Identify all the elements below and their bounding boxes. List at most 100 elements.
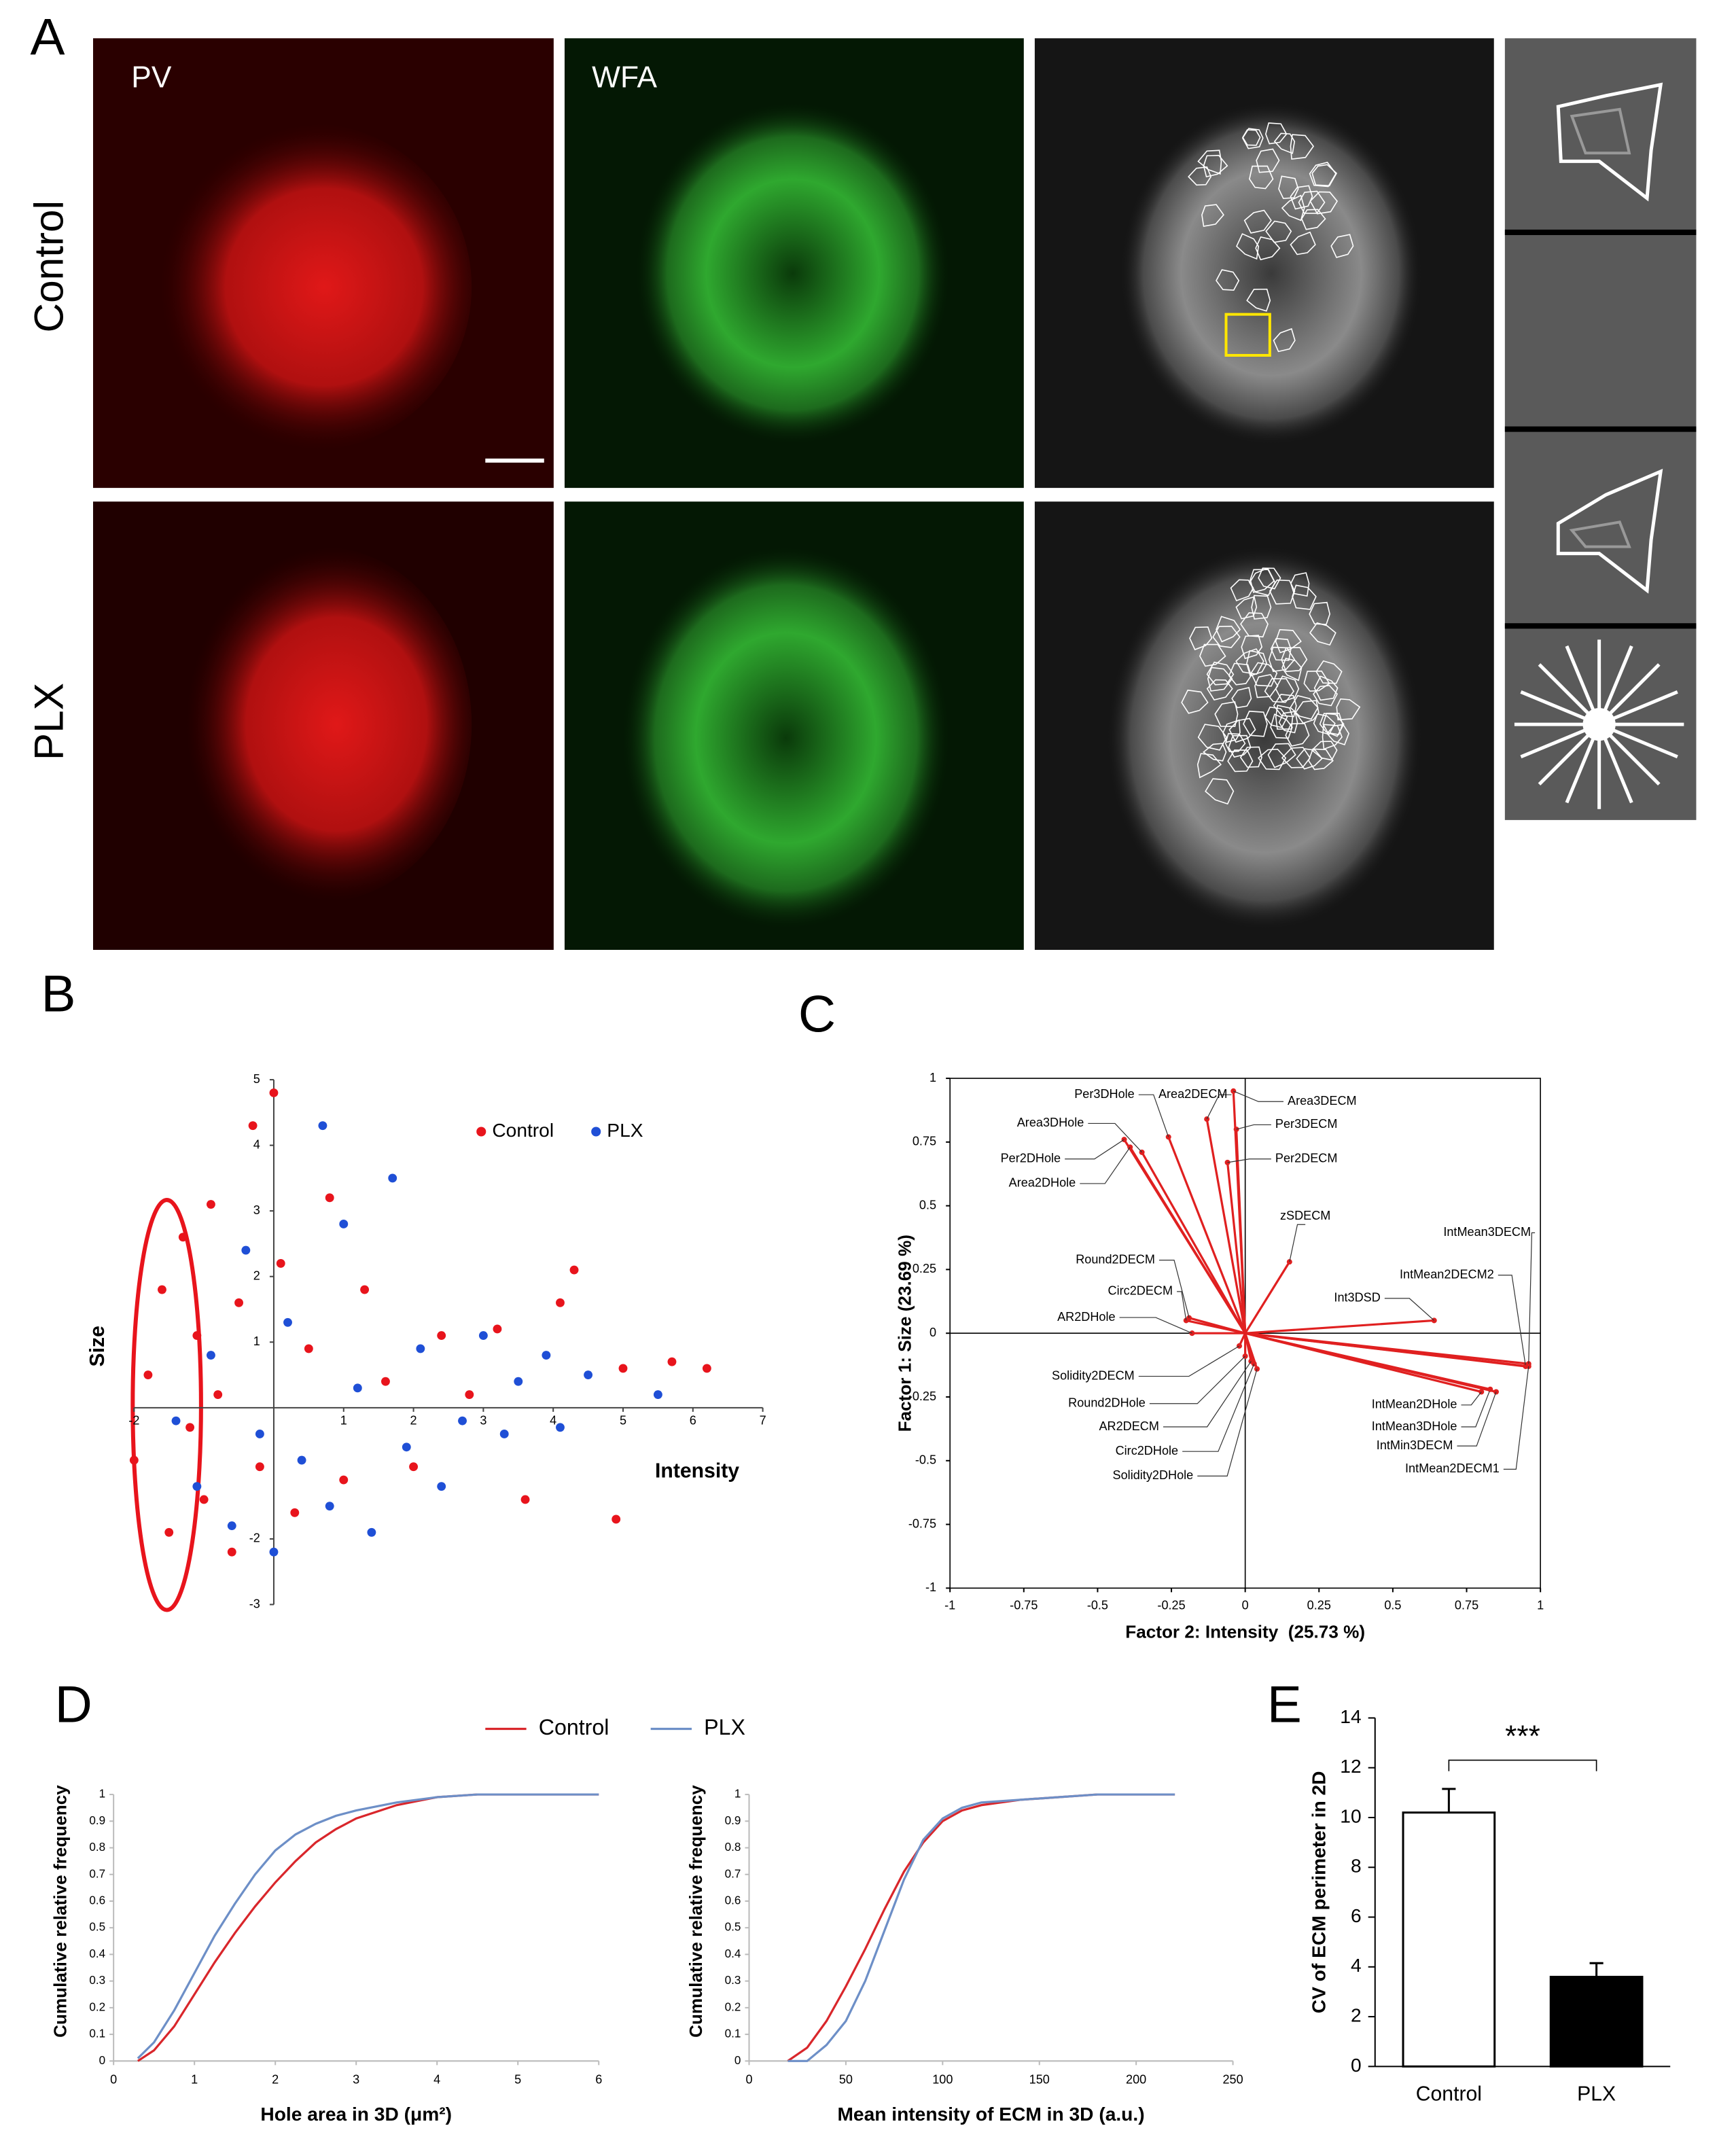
y-tick-label: 0.2 xyxy=(725,2000,741,2013)
x-tick-label: -0.75 xyxy=(1010,1598,1038,1612)
y-tick-label: 0.4 xyxy=(725,1947,741,1960)
panel-letter: A xyxy=(30,9,65,67)
leader-line xyxy=(1503,1366,1529,1470)
hole-outline xyxy=(1570,107,1631,155)
cell-soma xyxy=(143,123,472,451)
x-axis-title: Intensity xyxy=(655,1459,739,1482)
y-axis-title: Size xyxy=(86,1326,109,1366)
vector-label: Per3DECM xyxy=(1275,1117,1338,1131)
hole-outline xyxy=(1275,675,1300,703)
vector-label: Area3DHole xyxy=(1017,1116,1084,1129)
hole-outline xyxy=(1235,596,1258,620)
y-tick-label: 0.1 xyxy=(725,2027,741,2040)
y-tick-label: -1 xyxy=(925,1580,936,1594)
ray xyxy=(1598,690,1678,726)
hole-outline xyxy=(1239,746,1262,768)
hole-outline xyxy=(1212,625,1241,648)
legend-label: PLX xyxy=(607,1120,643,1141)
y-tick-label: 6 xyxy=(1351,1905,1362,1926)
point xyxy=(129,1455,139,1465)
hole-outline xyxy=(1214,701,1239,727)
x-tick-label: 1 xyxy=(1537,1598,1544,1612)
point xyxy=(458,1416,467,1425)
hole-outline xyxy=(1309,162,1336,188)
hole-outline xyxy=(1281,647,1308,673)
cell-net xyxy=(1120,102,1422,444)
hole-outline xyxy=(1308,748,1334,771)
cdf-line xyxy=(137,1793,599,2062)
leader-line xyxy=(1461,1389,1491,1428)
x-tick-label: 5 xyxy=(514,2072,521,2086)
x-tick-label: 2 xyxy=(410,1414,417,1428)
x-tick-label: 4 xyxy=(550,1414,556,1428)
point xyxy=(192,1482,202,1491)
y-axis-title: CV of ECM perimeter in 2D xyxy=(1309,1771,1330,2014)
ray xyxy=(1565,724,1601,804)
vector-label: Per3DHole xyxy=(1074,1087,1135,1101)
leader-line xyxy=(1498,1275,1527,1367)
point xyxy=(556,1298,565,1307)
x-tick-label: -0.5 xyxy=(1087,1598,1108,1612)
vector-label: Area3DECM xyxy=(1288,1094,1357,1108)
x-tick-label: 1 xyxy=(340,1414,347,1428)
bar xyxy=(1549,1975,1644,2068)
y-tick-label: 3 xyxy=(253,1203,260,1217)
x-tick-label: 150 xyxy=(1029,2072,1050,2086)
hole-outline xyxy=(1278,711,1298,734)
hole-outline xyxy=(1216,269,1240,291)
panel-letter: C xyxy=(798,986,836,1044)
vector-label: Area2DHole xyxy=(1009,1176,1076,1190)
point xyxy=(206,1351,215,1360)
leader-line xyxy=(1088,1122,1143,1153)
point xyxy=(241,1245,251,1255)
point xyxy=(325,1193,334,1203)
point xyxy=(465,1390,474,1399)
point xyxy=(499,1430,509,1438)
y-tick-label: 0.8 xyxy=(725,1841,741,1854)
hole-outline xyxy=(1206,679,1233,701)
x-tick-label: -0.25 xyxy=(1157,1598,1185,1612)
vector-label: AR2DHole xyxy=(1057,1310,1115,1324)
cell-net xyxy=(622,546,951,929)
row-label: Control xyxy=(26,200,72,332)
leader-line xyxy=(1461,1392,1482,1406)
point xyxy=(618,1364,628,1373)
hole-outline xyxy=(1273,694,1297,718)
hole-outline xyxy=(1290,134,1315,160)
hole-outline xyxy=(1240,612,1269,638)
x-tick-label: 50 xyxy=(839,2072,853,2086)
point xyxy=(556,1423,565,1432)
point xyxy=(206,1200,215,1209)
x-tick-label: 0 xyxy=(1242,1598,1249,1612)
hole-outline xyxy=(1228,662,1252,686)
hole-outline xyxy=(1270,637,1292,661)
point xyxy=(437,1482,446,1491)
y-tick-label: -0.5 xyxy=(915,1453,936,1467)
vector-label: Solidity2DHole xyxy=(1113,1468,1194,1482)
hole-outline xyxy=(1311,164,1338,187)
vector-label: IntMin3DECM xyxy=(1377,1438,1453,1452)
hole-outline xyxy=(1285,723,1310,747)
legend-marker xyxy=(591,1127,601,1137)
vector-label: AR2DECM xyxy=(1099,1419,1158,1433)
leader-line xyxy=(1163,1361,1252,1428)
hole-outline xyxy=(1270,713,1293,739)
hole-outline xyxy=(1322,712,1343,736)
significance-bracket xyxy=(1448,1759,1597,1771)
panel-letter: D xyxy=(55,1676,92,1734)
point xyxy=(667,1357,677,1366)
point xyxy=(569,1265,579,1275)
hole-outline xyxy=(1206,661,1235,686)
point xyxy=(402,1442,411,1452)
y-tick-label: 0 xyxy=(734,2054,741,2067)
x-tick-label: Control xyxy=(1416,2083,1482,2106)
hole-outline xyxy=(1278,175,1299,199)
x-tick-label: 7 xyxy=(760,1414,766,1428)
vector-label: zSDECM xyxy=(1280,1209,1330,1222)
point xyxy=(514,1377,523,1386)
hole-outline xyxy=(1313,675,1339,701)
leader-line xyxy=(1384,1298,1435,1321)
hole-outline xyxy=(1298,190,1326,214)
hole-outline xyxy=(1264,678,1295,703)
hole-outline xyxy=(1228,734,1252,758)
